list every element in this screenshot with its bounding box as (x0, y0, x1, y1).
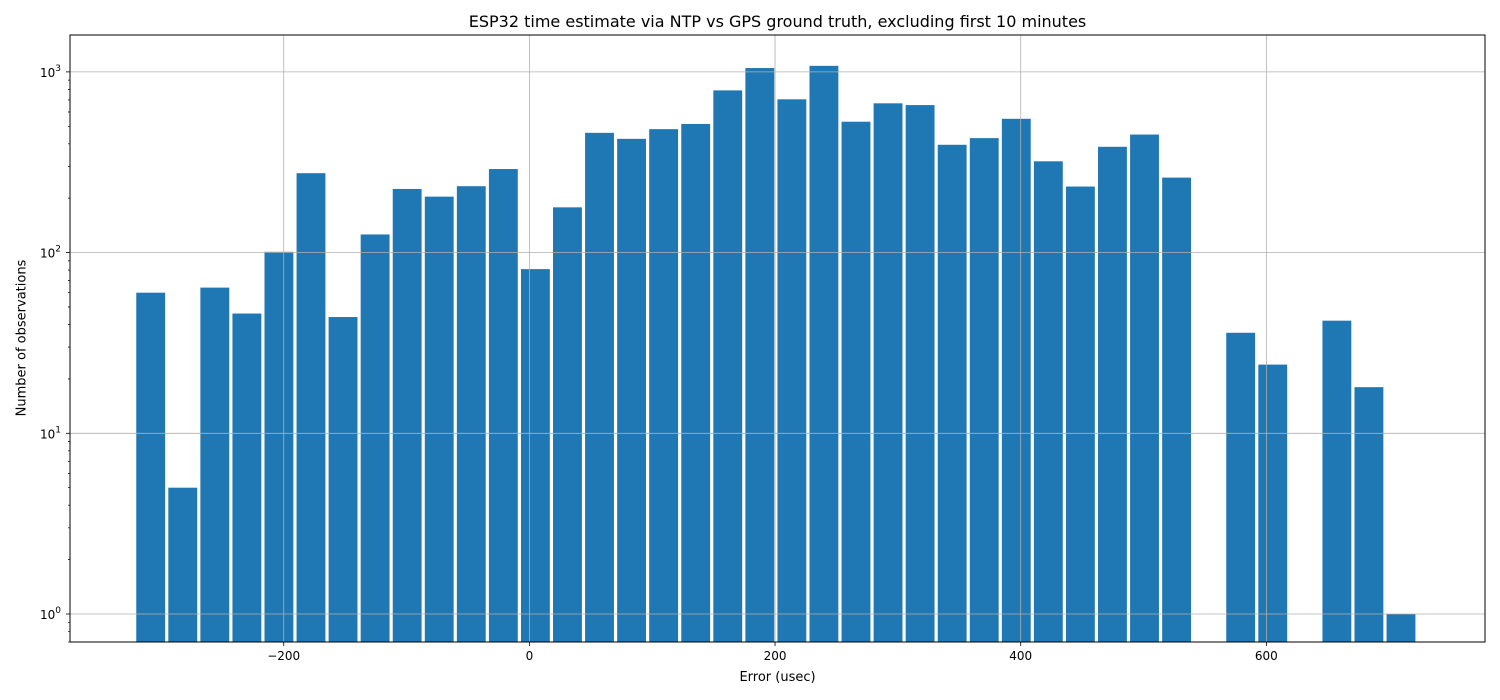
histogram-bar (905, 105, 935, 643)
histogram-bar (168, 487, 198, 642)
histogram-bar (264, 251, 294, 642)
histogram-bar (392, 188, 422, 643)
histogram-bar (1322, 320, 1352, 642)
y-tick-label: 101 (40, 425, 61, 441)
histogram-bar (424, 196, 454, 642)
histogram-bar (969, 138, 999, 643)
histogram-bar (520, 269, 550, 642)
histogram-bar (585, 132, 614, 642)
histogram-bar (617, 138, 647, 642)
histogram-bar (745, 68, 775, 642)
histogram-bar (232, 313, 262, 642)
y-tick-label: 102 (40, 245, 61, 261)
histogram-bar (713, 90, 743, 643)
x-axis-label: Error (usec) (739, 670, 816, 685)
x-tick-label: −200 (267, 649, 300, 663)
histogram-bar (777, 99, 807, 642)
y-axis-label: Number of observations (14, 259, 30, 417)
x-tick-label: 200 (764, 649, 787, 663)
plot-frame (69, 34, 1486, 643)
histogram-bar (1098, 146, 1127, 643)
histogram-bar (841, 121, 871, 642)
histogram-bar (1065, 186, 1095, 642)
x-tick-label: 400 (1009, 649, 1032, 663)
histogram-bar (1226, 332, 1256, 642)
histogram-bar (1130, 134, 1159, 642)
histogram-bar (360, 234, 390, 642)
histogram-bar (200, 287, 230, 642)
histogram-bar (136, 292, 166, 642)
histogram-bar (553, 207, 582, 642)
histogram-bar (809, 65, 839, 642)
chart-title: ESP32 time estimate via NTP vs GPS groun… (468, 12, 1087, 31)
histogram-bar (1354, 387, 1384, 642)
histogram-bar (456, 186, 486, 643)
histogram-bar (296, 173, 326, 642)
histogram-bar (328, 317, 358, 642)
y-tick-label: 100 (40, 606, 61, 622)
x-tick-label: 600 (1255, 649, 1278, 663)
histogram-bar (1033, 161, 1063, 642)
histogram-bar (681, 123, 711, 642)
histogram-bar (1386, 614, 1416, 642)
histogram-bar (488, 169, 518, 643)
histogram-bar (1258, 364, 1288, 642)
histogram-bar (649, 129, 679, 642)
histogram-bar (1162, 177, 1192, 642)
y-tick-label: 103 (40, 64, 61, 80)
histogram-bar (873, 103, 903, 642)
histogram-bar (937, 144, 967, 642)
x-tick-label: 0 (526, 649, 534, 663)
histogram-bar (1001, 118, 1031, 642)
